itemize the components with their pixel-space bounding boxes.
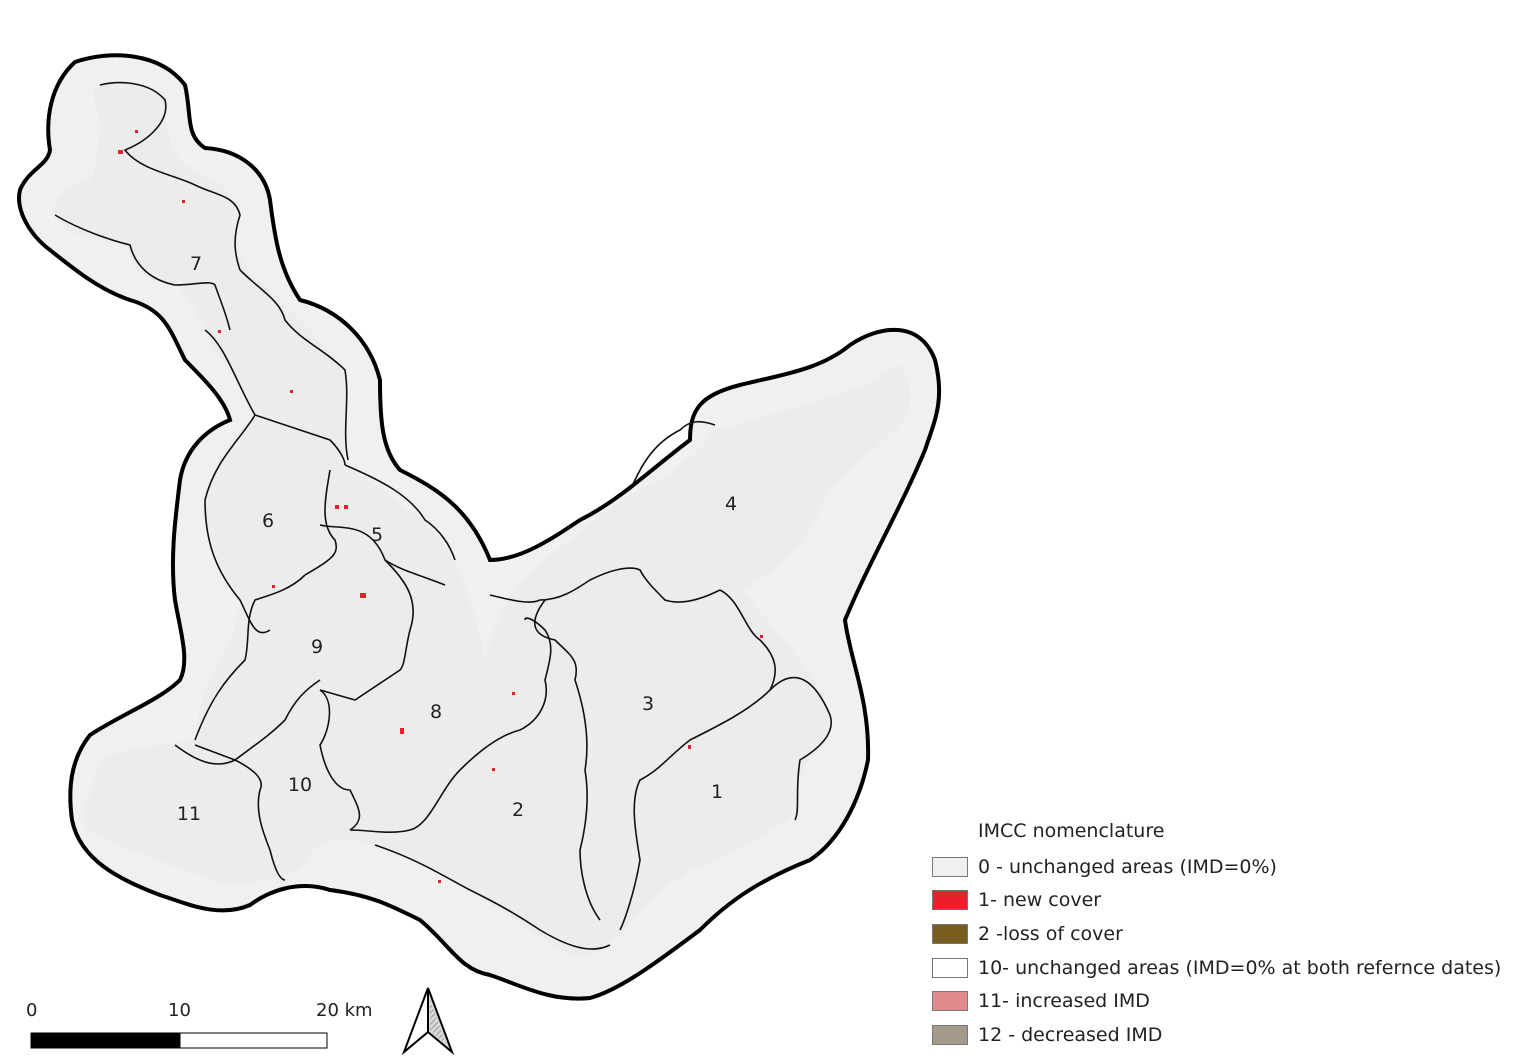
legend-label: 11- increased IMD [978,990,1150,1013]
legend-swatch [932,957,968,978]
scale-tick-0: 0 [26,1000,37,1021]
zone-label-2: 2 [512,799,524,821]
north-arrow-icon [401,987,455,1056]
legend-label: 12 - decreased IMD [978,1023,1163,1046]
zone-label-10: 10 [288,774,312,796]
legend-item: 2 -loss of cover [932,917,1522,951]
new-cover-patches [118,130,763,883]
zone-label-5: 5 [371,524,383,546]
zone-label-8: 8 [430,701,442,723]
legend-swatch [932,1024,968,1045]
zone-label-7: 7 [190,253,202,275]
legend-item: 11- increased IMD [932,984,1522,1018]
legend-swatch [932,856,968,877]
legend-swatch [932,890,968,911]
zone-label-1: 1 [711,781,723,803]
zone-boundaries [54,81,832,950]
zone-label-11: 11 [177,803,201,825]
legend-swatch [932,923,968,944]
zone-label-4: 4 [725,493,737,515]
zone-label-9: 9 [311,636,323,658]
legend: IMCC nomenclature 0 - unchanged areas (I… [932,818,1522,1052]
legend-item: 10- unchanged areas (IMD=0% at both refe… [932,951,1522,985]
scale-bar: 0 10 20 km [26,1000,373,1049]
legend-item: 0 - unchanged areas (IMD=0%) [932,850,1522,884]
legend-label: 0 - unchanged areas (IMD=0%) [978,855,1277,878]
legend-item: 1- new cover [932,884,1522,918]
legend-label: 2 -loss of cover [978,922,1123,945]
zone-label-3: 3 [642,693,654,715]
legend-swatch [932,991,968,1012]
zone-labels: 1 2 3 4 5 6 7 8 9 10 11 [177,253,737,825]
scale-tick-10: 10 [168,1000,191,1021]
legend-title: IMCC nomenclature [978,820,1165,842]
legend-item: 12 - decreased IMD [932,1018,1522,1052]
scale-bar-black-segment [30,1032,181,1049]
scale-tick-20: 20 km [316,1000,373,1021]
scale-bar-white-segment [179,1032,328,1049]
zone-label-6: 6 [262,510,274,532]
legend-label: 1- new cover [978,889,1102,912]
legend-label: 10- unchanged areas (IMD=0% at both refe… [978,956,1502,979]
